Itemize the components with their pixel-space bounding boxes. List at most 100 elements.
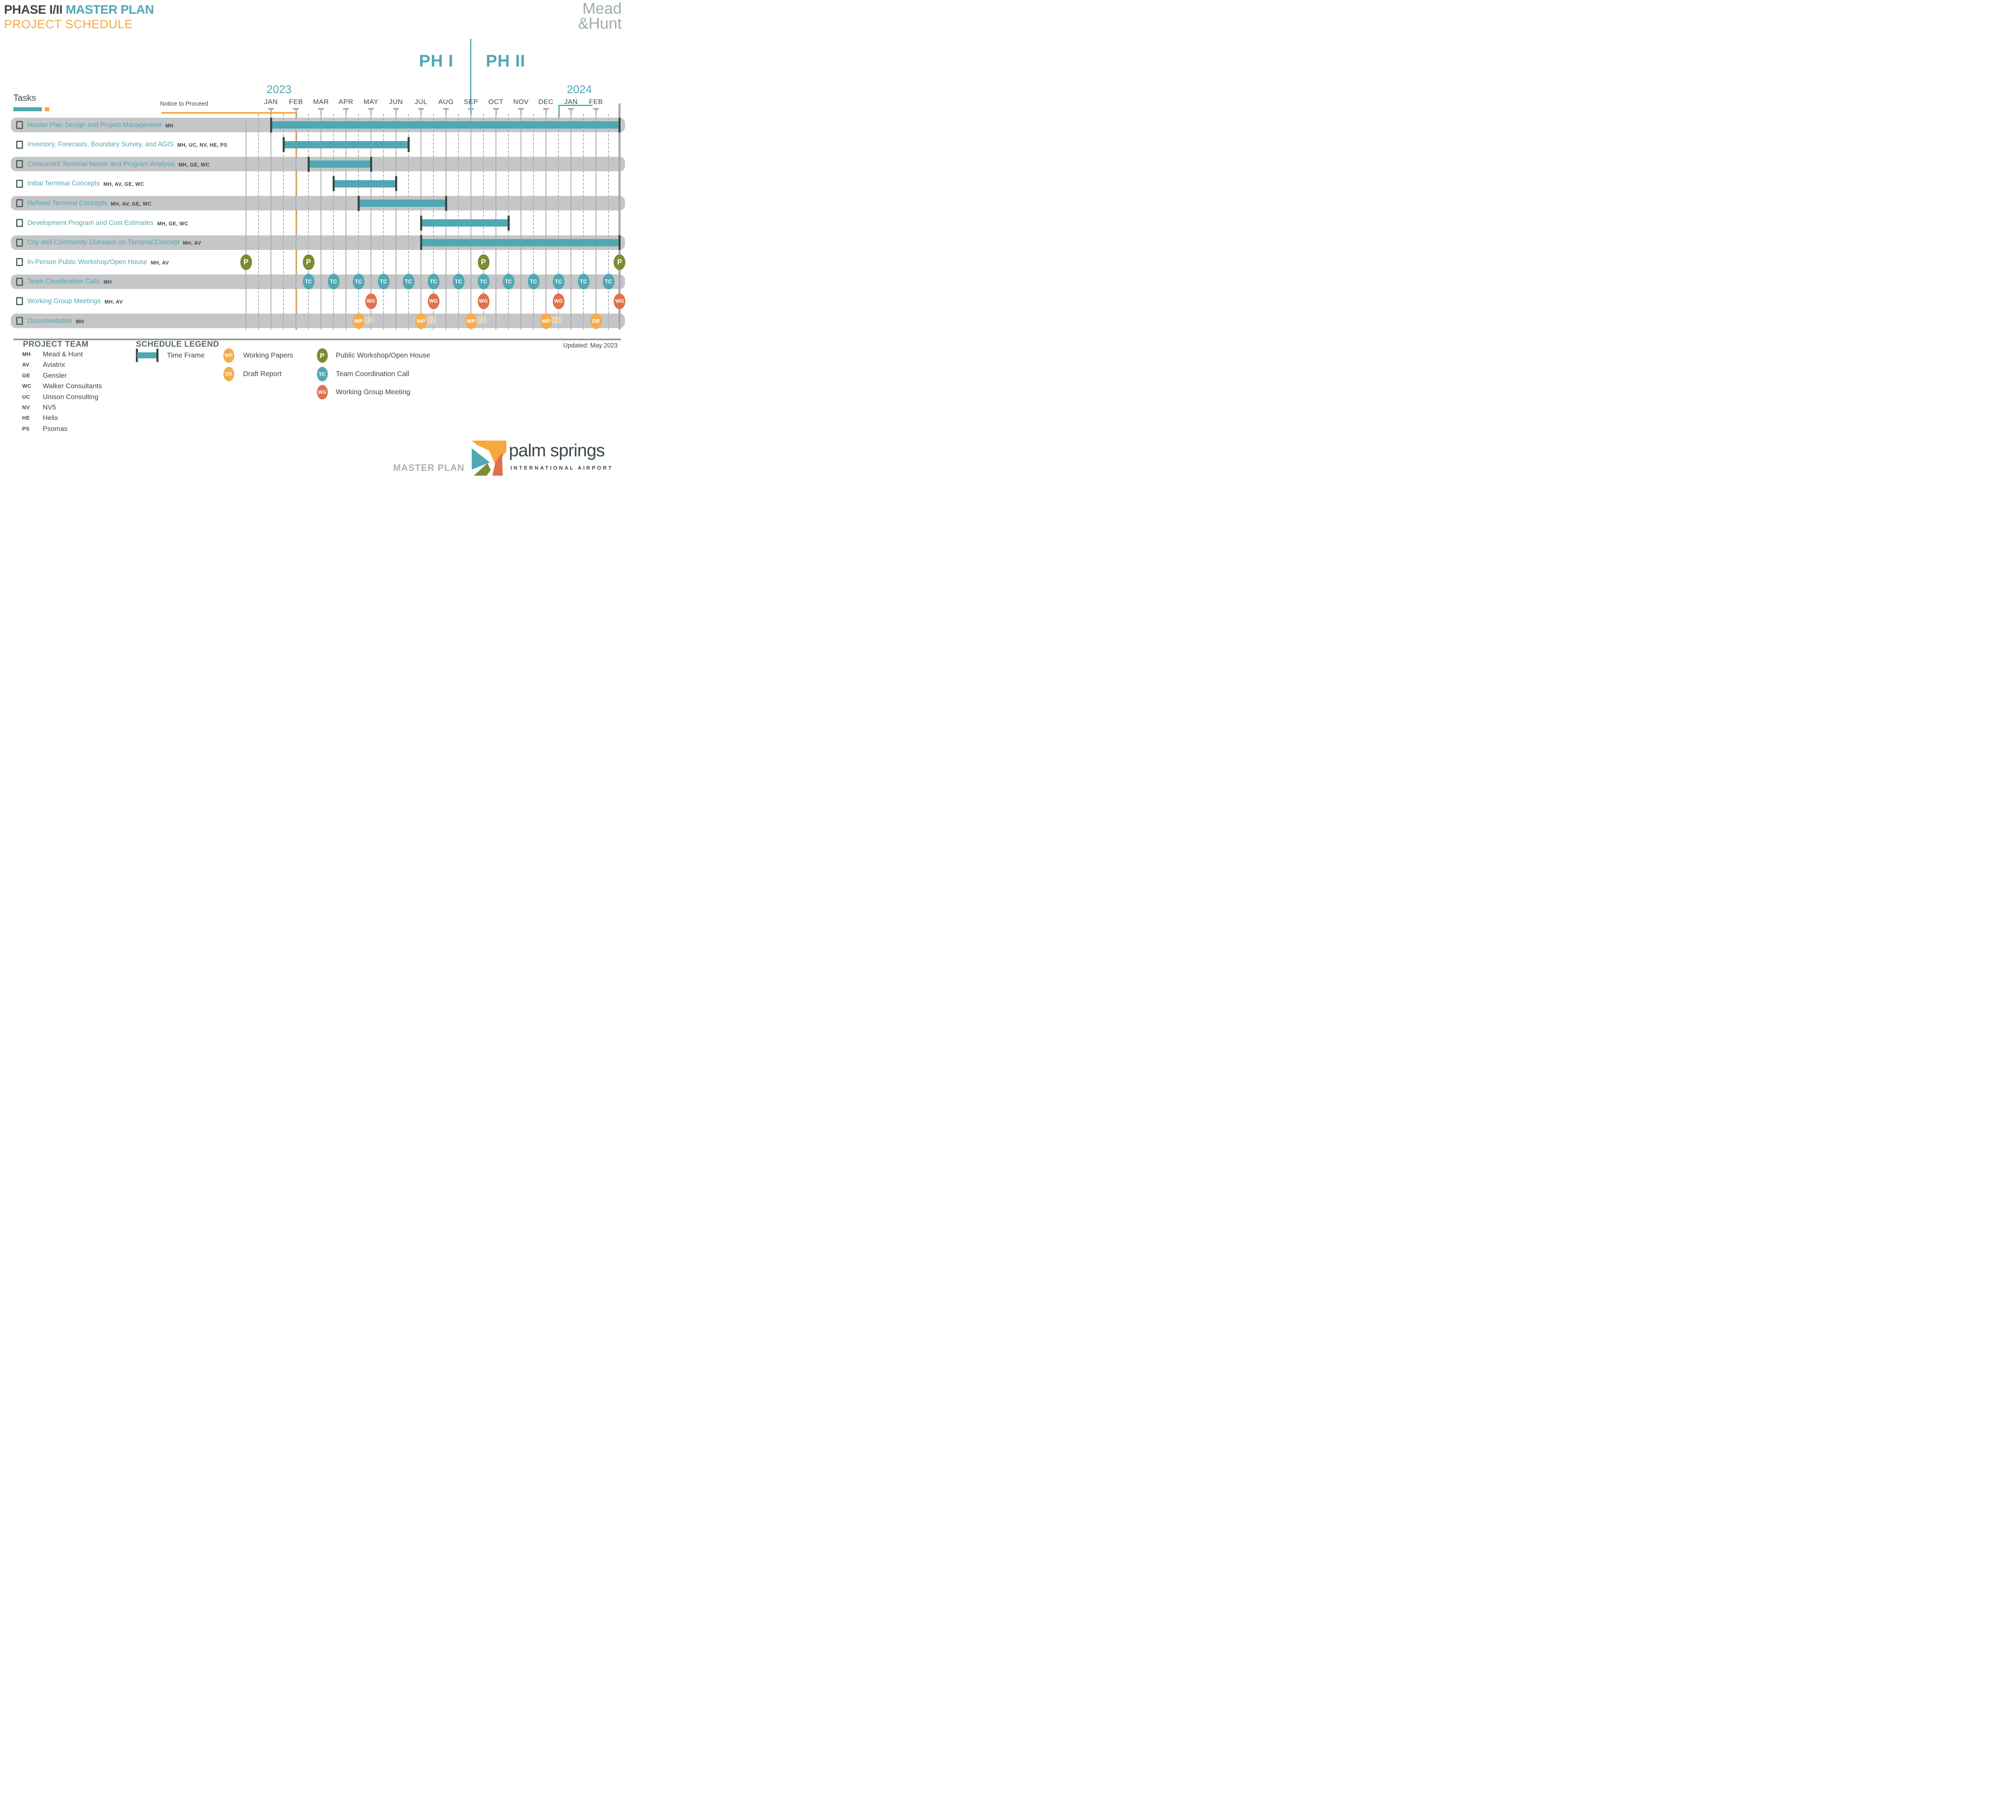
tc-marker: TC [602,274,614,290]
legend-tc-label: Team Coordination Call [336,370,409,378]
master-plan-wordmark: MASTER PLAN [393,462,464,473]
task-team-abbr: MH, UC, NV, HE, PS [177,142,228,148]
team-abbr-ge: GE [22,372,30,379]
legend-timeframe-cap-right [156,349,158,362]
wg-marker: WG [427,293,439,309]
wg-marker: WG [614,293,626,309]
month-label-jan-1: JAN [264,98,278,106]
page-subtitle: PROJECT SCHEDULE [4,18,133,31]
task-row: Team Coordination Calls MH [16,276,112,288]
row-band [11,274,625,289]
month-tick-stem [570,108,572,114]
working-paper-number: #4 [553,317,560,324]
task-row: City and Community Outreach on Terminal … [16,237,201,249]
year-2024-bracket [558,105,593,106]
notice-to-proceed-line-horizontal [161,112,297,114]
task-checkbox-icon [16,238,23,247]
task-checkbox-icon [16,160,23,168]
updated-date: Updated: May 2023 [563,342,618,349]
month-label-feb-2: FEB [289,98,303,106]
gridline-mid-month [558,114,559,330]
wp-marker: WP [465,313,477,329]
task-checkbox-icon [16,258,23,266]
task-name: Development Program and Cost Estimates [27,219,154,227]
team-name-av: Aviatrix [43,361,65,369]
gantt-bar-start-cap [420,215,422,231]
month-tick-stem [345,108,347,114]
task-name: City and Community Outreach on Terminal … [27,239,179,246]
phase-1-label: PH I [419,51,454,70]
month-tick-stem [520,108,522,114]
task-team-abbr: MH, AV, GE, WC [110,201,152,207]
p-marker: P [302,254,314,270]
gantt-chart: JAN FEB MAR APR MAY JUN JUL AUG SEP OCT NOV DEC JAN F… [0,0,632,476]
month-label-may-5: MAY [363,98,379,106]
page-title-phase: PHASE I/II [4,2,62,17]
gridline-mid-month [533,114,534,330]
month-label-nov-11: NOV [513,98,529,106]
gantt-bar-end-cap [395,176,397,191]
gantt-bar-end-cap [619,117,621,133]
wp-marker: WP [540,313,552,329]
team-abbr-wc: WC [22,383,31,389]
tc-marker: TC [377,274,389,290]
tc-marker: TC [352,274,364,290]
gridline-mid-month [358,114,359,330]
month-label-jan-13: JAN [564,98,578,106]
tasks-underline-orange [45,107,49,111]
gridline-mid-month [383,114,384,330]
task-name: Master Plan Design and Project Managemen… [27,121,162,129]
task-checkbox-icon [16,179,23,188]
team-name-mh: Mead & Hunt [43,350,83,358]
working-paper-number: #1 [365,317,372,324]
month-label-aug-8: AUG [438,98,454,106]
task-checkbox-icon [16,199,23,208]
gantt-bar-end-cap [619,235,621,250]
row-band [11,314,625,328]
legend-dr-label: Draft Report [243,370,282,378]
tc-marker: TC [552,274,564,290]
legend-timeframe-cap-left [136,349,138,362]
wg-marker: WG [365,293,377,309]
mead-hunt-logo-line1: Mead [582,0,622,17]
mead-hunt-logo: Mead &Hunt [578,0,622,31]
tc-marker: TC [527,274,539,290]
chart-right-edge-line [619,103,621,330]
month-label-apr-4: APR [338,98,354,106]
tasks-column-heading: Tasks [13,93,36,103]
task-name: Documentation [27,317,72,324]
task-row: Refined Terminal Concepts MH, AV, GE, WC [16,197,152,209]
month-tick-stem [595,108,597,114]
phase-divider-line [470,39,471,114]
legend-dr-icon: DR [223,367,234,381]
month-tick-stem [470,108,472,114]
palm-springs-wordmark: palm springs [509,441,605,460]
gantt-bar-end-cap [507,215,510,231]
notice-to-proceed-label: Notice to Proceed [160,100,208,107]
wg-marker: WG [477,293,489,309]
task-team-abbr: MH, AV [150,260,169,266]
working-paper-number: #2 [428,317,435,324]
year-2024-label: 2024 [566,83,592,96]
team-name-uc: Unison Consulting [43,393,98,401]
gantt-bar-end-cap [407,137,410,152]
task-team-abbr: MH [75,318,84,324]
year-2023-label: 2023 [266,83,292,96]
tc-marker: TC [327,274,339,290]
legend-timeframe-label: Time Frame [167,351,205,359]
page-title-masterplan: MASTER PLAN [62,2,154,17]
palm-springs-logo-icon [472,441,506,476]
month-tick-stem [445,108,447,114]
gantt-bar [358,200,446,207]
task-name: Inventory, Forecasts, Boundary Survey, a… [27,141,174,148]
legend-timeframe-bar [137,352,158,358]
month-tick-stem [545,108,547,114]
task-row: Master Plan Design and Project Managemen… [16,119,173,131]
task-checkbox-icon [16,317,23,325]
gantt-bar [421,219,508,227]
gridline-mid-month [258,114,259,330]
gantt-bar [308,160,371,168]
tc-marker: TC [477,274,489,290]
bottom-separator-line [13,339,621,340]
p-marker: P [477,254,489,270]
